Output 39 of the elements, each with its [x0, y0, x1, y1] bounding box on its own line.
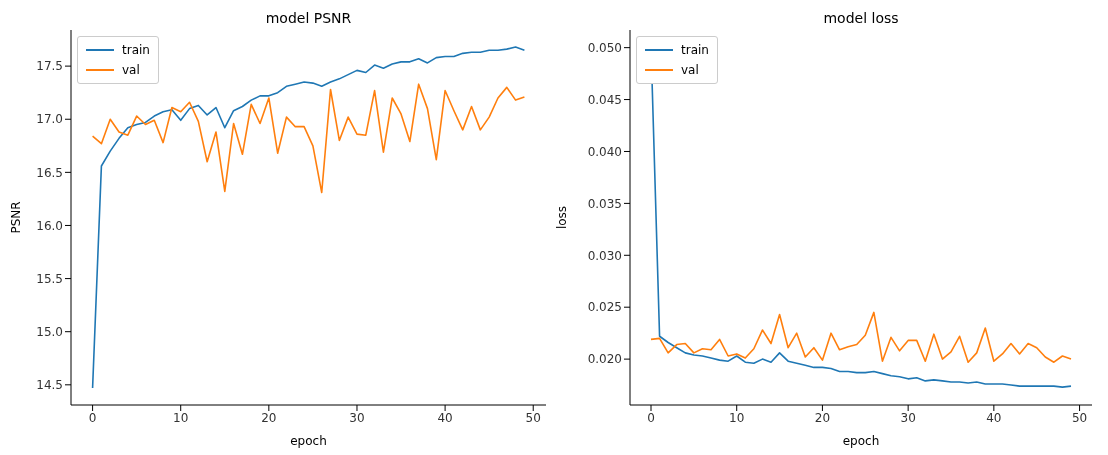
legend-label: train — [681, 42, 709, 59]
x-tick-label: 50 — [1071, 410, 1088, 425]
x-tick-label: 40 — [437, 410, 453, 425]
chart-title: model loss — [822, 10, 900, 26]
x-tick-label: 0 — [88, 410, 97, 425]
y-tick-label: 15.0 — [36, 324, 63, 339]
x-axis-title: epoch — [290, 434, 327, 448]
y-tick-label: 0.045 — [587, 92, 622, 107]
y-tick-label: 14.5 — [36, 378, 63, 393]
y-tick-label: 0.035 — [587, 196, 622, 211]
legend-label: val — [681, 62, 699, 79]
y-tick-label: 0.050 — [587, 40, 622, 55]
line-series — [91, 83, 526, 194]
x-tick-label: 30 — [349, 410, 365, 425]
x-axis-title: epoch — [842, 434, 880, 448]
x-tick-label: 10 — [729, 410, 745, 425]
y-tick-label: 17.5 — [36, 59, 63, 74]
y-tick-label: 16.0 — [36, 218, 63, 233]
x-tick-label: 30 — [900, 410, 916, 425]
x-tick-label: 20 — [814, 410, 831, 425]
chart-title: model PSNR — [264, 10, 353, 26]
x-tick-label: 20 — [261, 410, 277, 425]
y-tick-label: 0.040 — [587, 144, 622, 159]
line-series — [650, 311, 1072, 364]
y-axis-title: PSNR — [9, 201, 24, 234]
x-tick-label: 40 — [986, 410, 1002, 425]
line-series — [91, 46, 526, 389]
y-tick-label: 17.0 — [36, 112, 63, 127]
x-tick-label: 50 — [525, 410, 541, 425]
y-tick-label: 15.5 — [36, 271, 63, 286]
y-tick-label: 16.5 — [36, 165, 63, 180]
legend-label: train — [122, 42, 150, 59]
y-tick-label: 0.025 — [587, 300, 622, 315]
x-tick-label: 0 — [647, 410, 655, 425]
y-tick-label: 0.020 — [587, 352, 622, 367]
x-tick-label: 10 — [173, 410, 189, 425]
legend-label: val — [122, 62, 140, 79]
y-tick-label: 0.030 — [587, 248, 622, 263]
y-axis-title: loss — [555, 205, 570, 230]
